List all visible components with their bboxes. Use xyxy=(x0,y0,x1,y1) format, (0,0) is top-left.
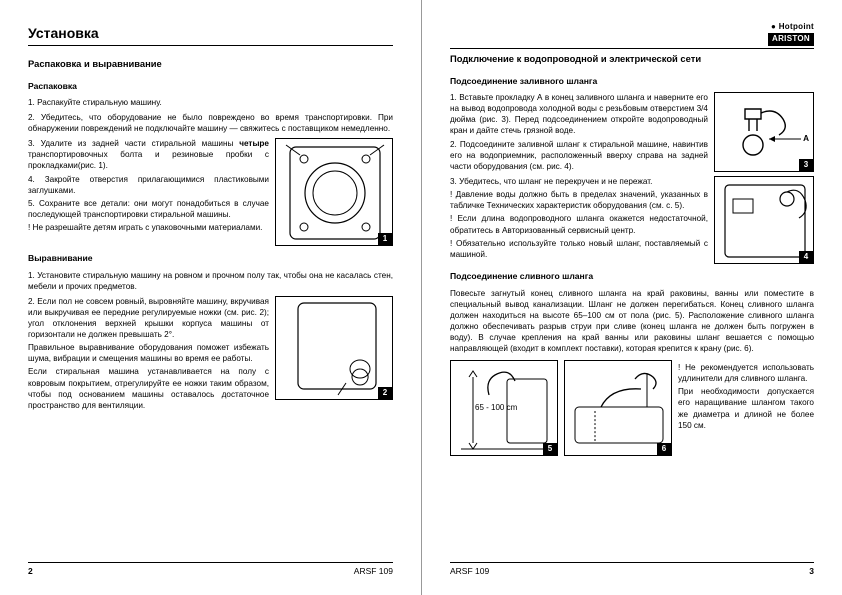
figure-6: 6 xyxy=(564,360,672,456)
figure-5: 65 - 100 cm 5 xyxy=(450,360,558,456)
warning: ! Не рекомендуется использовать удлините… xyxy=(678,362,814,384)
fig1-svg xyxy=(276,139,394,247)
block-with-fig2: 2 2. Если пол не совсем ровный, выровняй… xyxy=(28,294,393,413)
figure-number: 4 xyxy=(799,251,813,263)
figure-number: 6 xyxy=(657,443,671,455)
subhead-drain-hose: Подсоединение сливного шланга xyxy=(450,271,814,283)
para: 1. Установите стиральную машину на ровно… xyxy=(28,270,393,292)
page-footer: ARSF 109 3 xyxy=(450,562,814,577)
block-with-fig5-6: 65 - 100 cm 5 6 ! Не рекомендуется испол… xyxy=(450,360,814,456)
section-unpacking-levelling: Распаковка и выравнивание xyxy=(28,58,393,71)
footer-model: ARSF 109 xyxy=(354,566,393,577)
figure-number: 3 xyxy=(799,159,813,171)
footer-page-number: 3 xyxy=(809,566,814,577)
fig3-label-a: A xyxy=(803,133,809,144)
para: 2. Убедитесь, что оборудование не было п… xyxy=(28,112,393,134)
figure-number: 1 xyxy=(378,233,392,245)
footer-page-number: 2 xyxy=(28,566,33,577)
page-footer: 2 ARSF 109 xyxy=(28,562,393,577)
brand-bottom: ARISTON xyxy=(768,33,814,46)
block-with-fig1: 1 3. Удалите из задней части стиральной … xyxy=(28,136,393,248)
drain-warning-block: ! Не рекомендуется использовать удлините… xyxy=(678,360,814,432)
section-connections: Подключение к водопроводной и электричес… xyxy=(450,48,814,66)
page-title: Установка xyxy=(28,24,393,46)
page-right: ● Hotpoint ARISTON Подключение к водопро… xyxy=(421,0,842,595)
block-with-fig3: A 3 1. Вставьте прокладку А в конец зали… xyxy=(450,90,814,174)
para: Повесьте загнутый конец сливного шланга … xyxy=(450,288,814,354)
figure-number: 5 xyxy=(543,443,557,455)
figure-2: 2 xyxy=(275,296,393,400)
page-left: Установка Распаковка и выравнивание Расп… xyxy=(0,0,421,595)
figure-3: A 3 xyxy=(714,92,814,172)
figure-number: 2 xyxy=(378,387,392,399)
figure-4: 4 xyxy=(714,176,814,264)
figure-1: 1 xyxy=(275,138,393,246)
fig5-height-label: 65 - 100 cm xyxy=(475,403,517,414)
brand-top: ● Hotpoint xyxy=(771,22,814,31)
footer-model: ARSF 109 xyxy=(450,566,489,577)
subhead-levelling: Выравнивание xyxy=(28,253,393,265)
page-spread: Установка Распаковка и выравнивание Расп… xyxy=(0,0,842,595)
subhead-inlet-hose: Подсоединение заливного шланга xyxy=(450,76,814,88)
subhead-unpacking: Распаковка xyxy=(28,81,393,93)
block-with-fig4: 4 3. Убедитесь, что шланг не перекручен … xyxy=(450,174,814,266)
para: 1. Распакуйте стиральную машину. xyxy=(28,97,393,108)
brand-logo: ● Hotpoint ARISTON xyxy=(768,22,814,46)
para: При необходимости допускается его наращи… xyxy=(678,386,814,430)
fig2-svg xyxy=(276,297,394,401)
